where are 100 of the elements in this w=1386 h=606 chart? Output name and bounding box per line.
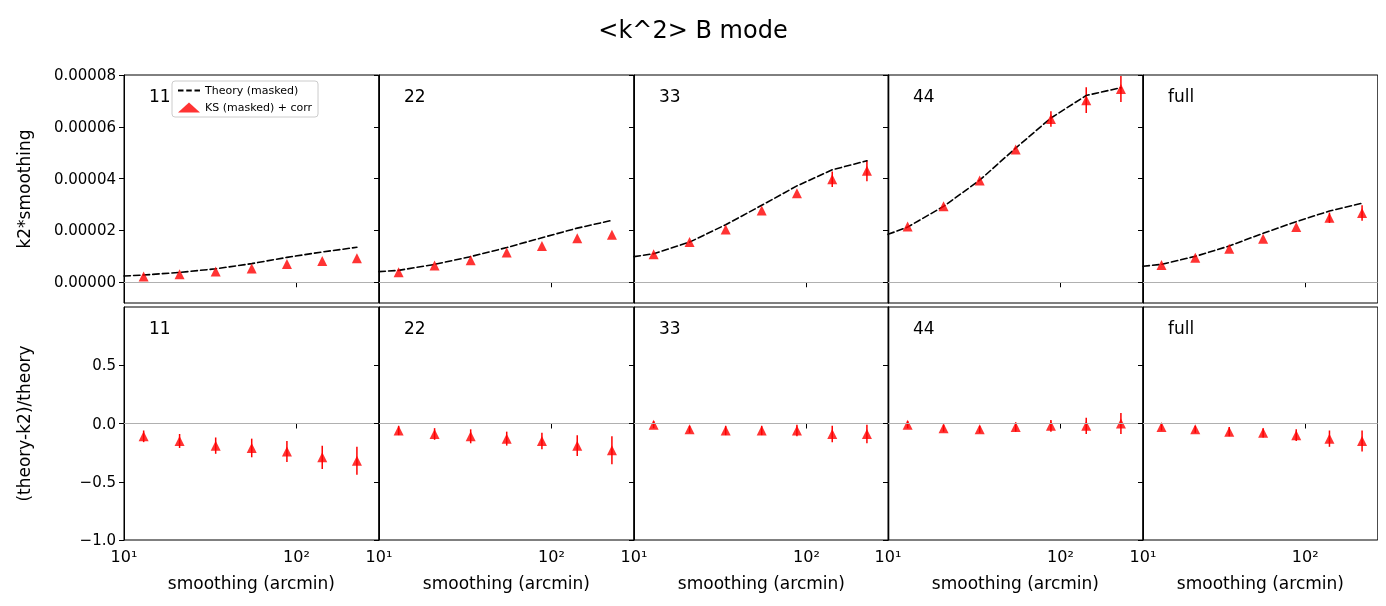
point (684, 237, 695, 248)
point (975, 175, 986, 186)
annotation: 22 (403, 317, 426, 338)
point (351, 455, 362, 466)
point (210, 266, 221, 277)
x-axis-title: smoothing (arcmin) (677, 572, 845, 593)
y-tick-label: 0.0 (92, 414, 116, 433)
point (1224, 243, 1235, 254)
point (281, 258, 292, 269)
point (791, 425, 802, 436)
point (684, 424, 695, 435)
point (465, 431, 476, 442)
point (138, 431, 149, 442)
point (1357, 435, 1368, 446)
point (1081, 95, 1092, 106)
point (1258, 233, 1269, 244)
point (429, 260, 440, 271)
point (903, 221, 914, 232)
point (861, 165, 872, 176)
point (1046, 114, 1057, 125)
point (501, 433, 512, 444)
point (1291, 430, 1302, 441)
chart-title: <k^2> B mode (597, 16, 789, 44)
annotation: full (1168, 317, 1195, 338)
annotation: 33 (658, 85, 681, 106)
point (938, 201, 949, 212)
point (720, 224, 731, 235)
point (791, 188, 802, 199)
x-tick-label: 10¹ (365, 546, 393, 566)
point (975, 424, 986, 435)
x-axis-title: smoothing (arcmin) (167, 572, 335, 593)
point (1357, 208, 1368, 219)
point (938, 423, 949, 434)
y-tick-label: 0.00000 (53, 273, 116, 292)
point (826, 428, 837, 439)
point (572, 440, 583, 451)
x-axis-title: smoothing (arcmin) (932, 572, 1100, 593)
point (1190, 252, 1201, 263)
legend-label: KS (masked) + corr (205, 101, 313, 114)
point (1046, 420, 1057, 431)
x-tick-label: 10² (283, 546, 310, 566)
point (1156, 259, 1167, 270)
point (1011, 422, 1022, 432)
y-axis-title: (theory-k2)/theory (13, 345, 34, 502)
point (138, 271, 149, 282)
point (1156, 422, 1167, 432)
y-tick-label: 0.00004 (53, 169, 116, 188)
x-tick-label: 10¹ (1129, 546, 1157, 566)
legend-label: Theory (masked) (204, 84, 299, 97)
point (826, 174, 837, 185)
annotation: 44 (913, 85, 936, 106)
x-tick-label: 10¹ (875, 546, 902, 566)
point (465, 255, 476, 266)
x-tick-label: 10² (792, 546, 820, 566)
point (1116, 83, 1127, 94)
annotation: full (1168, 85, 1195, 106)
point (174, 269, 185, 280)
point (351, 253, 362, 264)
point (536, 241, 547, 251)
x-tick-label: 10¹ (110, 546, 138, 566)
point (606, 229, 617, 240)
point (756, 425, 767, 436)
point (861, 428, 872, 439)
point (1258, 427, 1269, 438)
y-tick-label: 0.5 (92, 356, 116, 375)
point (648, 249, 659, 260)
x-axis-title: smoothing (arcmin) (1177, 572, 1345, 593)
point (1011, 144, 1022, 155)
annotation: 11 (149, 317, 171, 338)
x-tick-label: 10² (537, 546, 565, 566)
x-axis-title: smoothing (arcmin) (422, 572, 590, 593)
y-tick-label: 0.00008 (53, 66, 116, 84)
point (1116, 418, 1127, 429)
point (756, 205, 767, 216)
point (317, 256, 328, 267)
x-tick-label: 10² (1047, 546, 1075, 566)
x-tick-label: 10² (1292, 546, 1319, 566)
point (606, 445, 617, 456)
point (572, 233, 583, 244)
y-tick-label: 0.00002 (53, 221, 116, 240)
y-tick-label: −0.5 (79, 472, 116, 491)
point (903, 419, 914, 430)
point (1291, 222, 1302, 233)
point (536, 435, 547, 446)
point (393, 267, 404, 278)
point (648, 419, 659, 430)
point (393, 425, 404, 436)
y-tick-label: 0.00006 (53, 117, 116, 136)
point (501, 247, 512, 258)
y-tick-label: −1.0 (79, 531, 116, 549)
point (281, 446, 292, 457)
annotation: 33 (658, 317, 681, 338)
annotation: 44 (913, 317, 936, 338)
annotation: 22 (403, 85, 426, 106)
point (1190, 424, 1201, 435)
point (1224, 426, 1235, 437)
point (720, 425, 731, 436)
point (246, 263, 257, 274)
point (1081, 420, 1092, 431)
x-tick-label: 10¹ (620, 546, 647, 566)
